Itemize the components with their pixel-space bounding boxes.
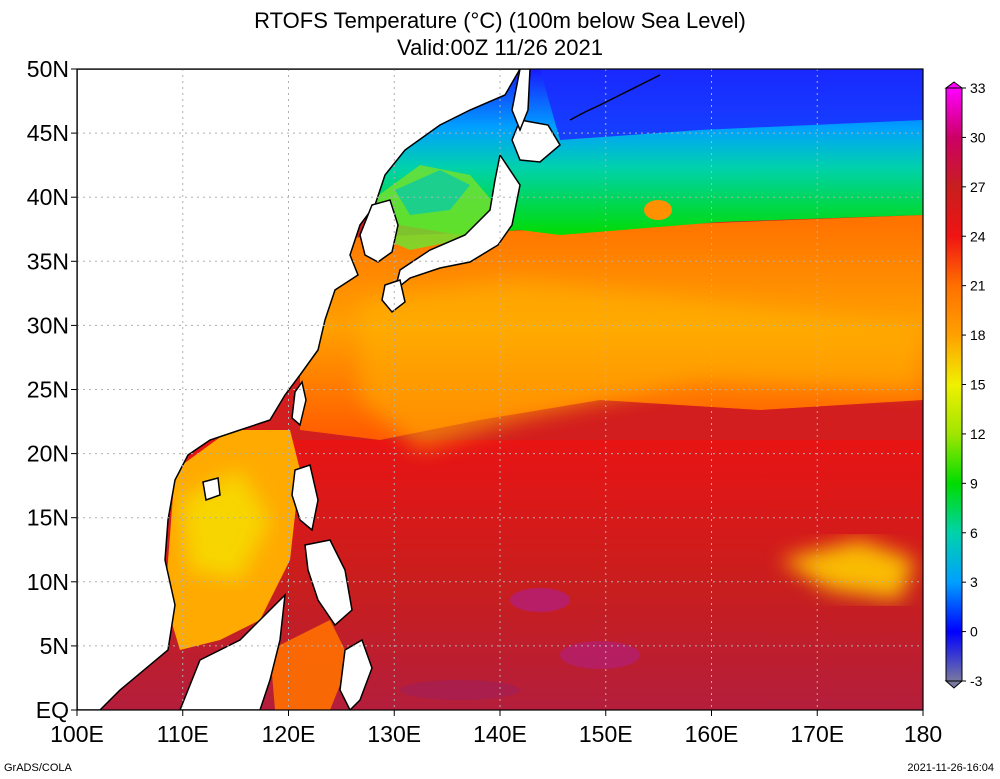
lat-tick-label: EQ — [36, 697, 69, 723]
japan-honshu — [393, 153, 521, 292]
colorbar-label: 18 — [970, 327, 986, 343]
kuril-islands — [569, 74, 661, 121]
hainan — [202, 477, 221, 502]
japan-kyushu — [381, 279, 406, 314]
colorbar-label: 24 — [970, 228, 986, 244]
asia-mainland — [77, 69, 521, 710]
lat-tick-label: 50N — [27, 56, 69, 82]
map-valid-time: Valid:00Z 11/26 2021 — [397, 35, 603, 60]
lon-tick-label: 120E — [262, 721, 316, 747]
lon-tick-label: 170E — [790, 721, 844, 747]
colorbar-ramp — [945, 87, 963, 682]
colorbar-label: 33 — [970, 80, 986, 96]
lat-tick-label: 15N — [27, 505, 69, 531]
colorbar-label: 0 — [970, 624, 978, 640]
colorbar-label: -3 — [970, 673, 983, 689]
lat-tick-label: 40N — [27, 184, 69, 210]
footer-credit: GrADS/COLA — [4, 762, 72, 774]
colorbar-label: 15 — [970, 377, 986, 393]
lat-tick-label: 35N — [27, 248, 69, 274]
lat-tick-label: 25N — [27, 377, 69, 403]
land-areas — [77, 69, 661, 710]
japan-hokkaido — [511, 119, 561, 163]
latitude-axis: EQ 5N 10N 15N 20N 25N 30N 35N 40N 45N 50N — [27, 56, 77, 723]
colorbar-label: 27 — [970, 179, 986, 195]
colorbar-label: 30 — [970, 129, 986, 145]
lat-tick-label: 20N — [27, 441, 69, 467]
colorbar-label: 9 — [970, 475, 978, 491]
lon-tick-label: 110E — [157, 721, 209, 747]
borneo — [179, 592, 286, 710]
luzon — [291, 464, 319, 532]
lat-tick-label: 5N — [40, 633, 69, 659]
lon-tick-label: 130E — [367, 721, 421, 747]
colorbar-label: 6 — [970, 525, 978, 541]
lat-tick-label: 45N — [27, 120, 69, 146]
korea — [359, 199, 399, 263]
colorbar-bottom-arrow — [944, 680, 964, 689]
sakhalin — [511, 69, 531, 133]
lon-tick-label: 180 — [904, 721, 942, 747]
lon-tick-label: 150E — [579, 721, 633, 747]
colorbar-label: 12 — [970, 426, 986, 442]
footer-timestamp: 2021-11-26-16:04 — [907, 762, 994, 774]
sulawesi — [339, 638, 373, 710]
taiwan — [291, 380, 307, 427]
lon-tick-label: 100E — [50, 721, 104, 747]
colorbar-label: 21 — [970, 278, 986, 294]
map-grid — [77, 69, 923, 710]
lon-tick-label: 160E — [685, 721, 739, 747]
map-title: RTOFS Temperature (°C) (100m below Sea L… — [254, 8, 746, 33]
colorbar-top-arrow — [944, 81, 964, 89]
colorbar-label: 3 — [970, 574, 978, 590]
lat-tick-label: 30N — [27, 312, 69, 338]
lon-tick-label: 140E — [473, 721, 527, 747]
longitude-axis: 100E 110E 120E 130E 140E 150E 160E 170E 180 — [50, 710, 942, 747]
mindanao — [304, 539, 353, 627]
lat-tick-label: 10N — [27, 569, 69, 595]
